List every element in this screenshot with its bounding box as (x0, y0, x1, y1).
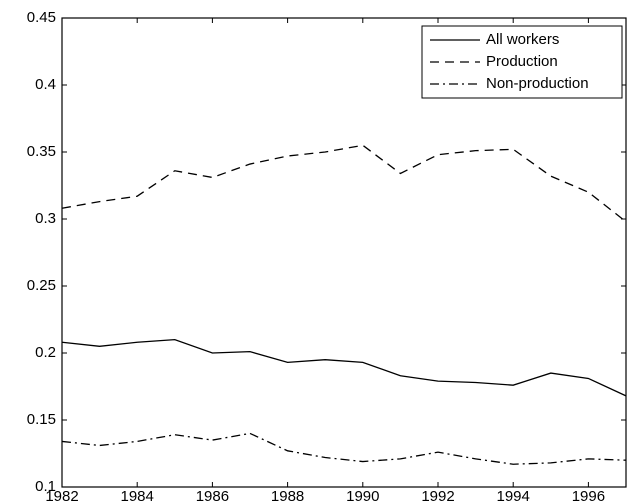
y-tick-label: 0.4 (35, 76, 56, 93)
y-tick-label: 0.2 (35, 344, 56, 361)
x-tick-label: 1982 (45, 488, 78, 504)
y-tick-label: 0.1 (35, 478, 56, 495)
legend-box (421, 25, 623, 99)
series-line (61, 432, 627, 465)
series-line (61, 144, 627, 223)
y-tick-label: 0.45 (27, 9, 56, 26)
plot-frame (61, 17, 627, 488)
y-tick-label: 0.25 (27, 277, 56, 294)
x-tick-label: 1992 (421, 488, 454, 504)
x-tick-label: 1988 (271, 488, 304, 504)
legend-label: Production (486, 53, 558, 70)
y-tick-label: 0.15 (27, 411, 56, 428)
x-tick-label: 1984 (121, 488, 154, 504)
x-tick-label: 1986 (196, 488, 229, 504)
x-tick-label: 1994 (497, 488, 530, 504)
x-tick-label: 1996 (572, 488, 605, 504)
legend-label: Non-production (486, 75, 589, 92)
y-tick-label: 0.3 (35, 210, 56, 227)
legend-label: All workers (486, 31, 559, 48)
series-line (61, 338, 627, 397)
y-tick-label: 0.35 (27, 143, 56, 160)
x-tick-label: 1990 (346, 488, 379, 504)
